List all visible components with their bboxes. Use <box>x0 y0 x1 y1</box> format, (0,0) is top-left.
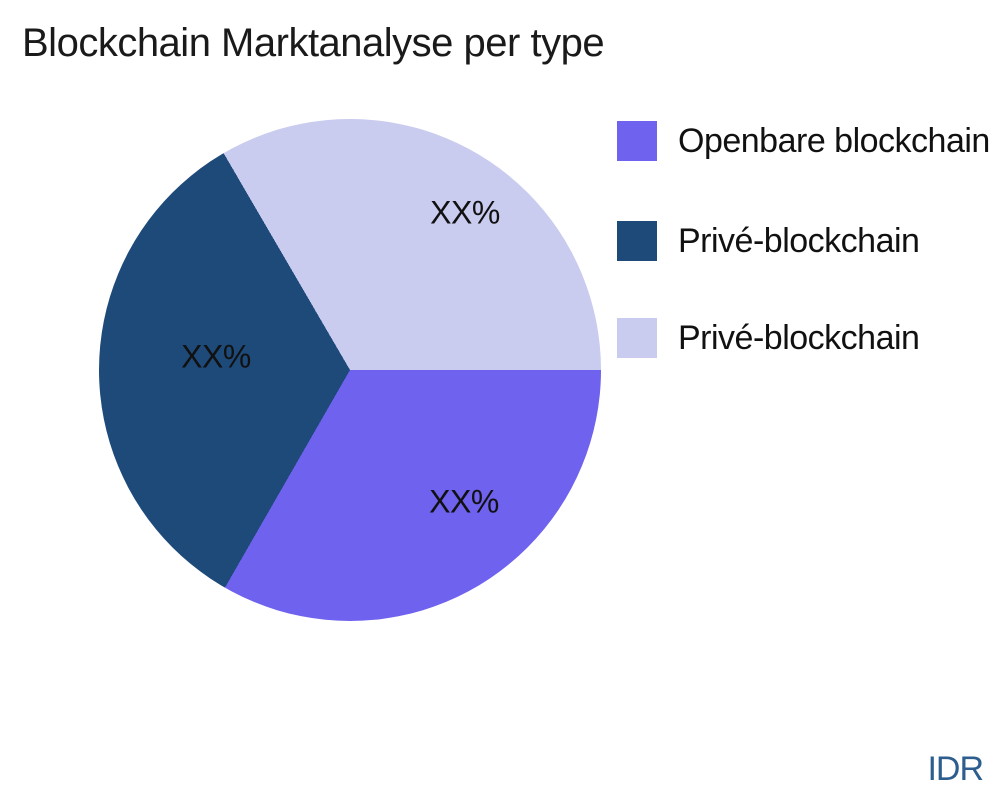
slice-value-label: XX% <box>429 483 499 520</box>
legend-swatch <box>617 318 657 358</box>
legend-swatch <box>617 221 657 261</box>
legend: Openbare blockchain Privé-blockchain Pri… <box>617 0 1000 800</box>
chart-title: Blockchain Marktanalyse per type <box>22 21 605 65</box>
slice-value-label: XX% <box>430 194 500 231</box>
slice-value-label: XX% <box>181 338 251 375</box>
legend-label: Privé-blockchain <box>678 221 920 260</box>
legend-item: Privé-blockchain <box>617 318 920 358</box>
legend-item: Openbare blockchain <box>617 121 990 161</box>
watermark-idr: IDR <box>927 750 984 788</box>
legend-swatch <box>617 121 657 161</box>
pie-chart <box>99 119 601 621</box>
legend-label: Openbare blockchain <box>678 121 990 160</box>
legend-label: Privé-blockchain <box>678 318 920 357</box>
legend-item: Privé-blockchain <box>617 221 920 261</box>
